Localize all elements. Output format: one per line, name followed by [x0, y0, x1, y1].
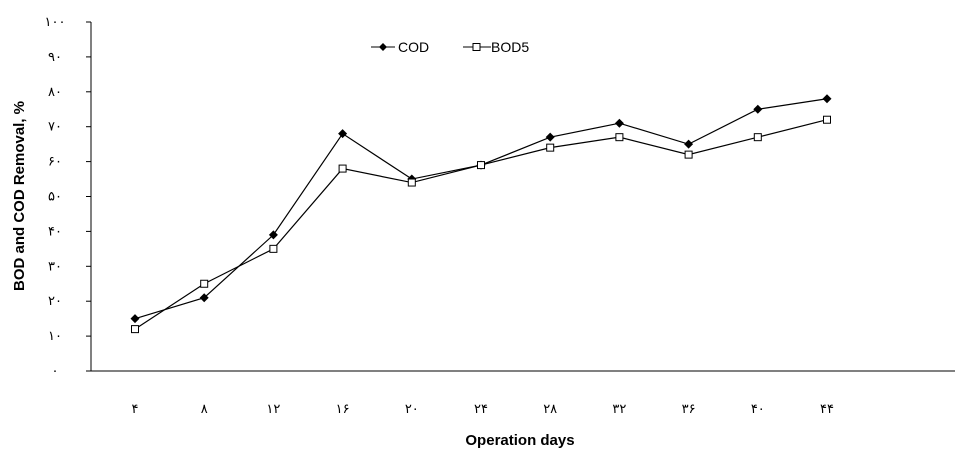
x-tick-label: ۳۲: [612, 402, 626, 417]
series-group: [130, 94, 832, 334]
data-point-bod5: [200, 279, 209, 288]
y-tick-label: ۸۰: [48, 85, 62, 100]
x-tick-label: ۴: [132, 402, 139, 417]
y-tick-label: ۶۰: [48, 155, 62, 170]
data-point-bod5: [546, 143, 555, 152]
y-axis-title: BOD and COD Removal, %: [11, 101, 28, 291]
x-axis-ticks: ۴ ۸ ۱۲ ۱۶ ۲۰ ۲۴ ۲۸ ۳۲ ۳۶ ۴۰ ۴۴: [132, 402, 834, 417]
data-point-bod5: [407, 178, 416, 187]
data-point-bod5: [753, 133, 762, 142]
x-tick-label: ۴۴: [820, 402, 834, 417]
data-point-bod5: [823, 115, 831, 124]
x-tick-label: ۲۴: [474, 402, 488, 417]
x-axis-title: Operation days: [465, 432, 574, 449]
series-line-bod5: [134, 119, 828, 330]
y-tick-label: ۳۰: [48, 259, 62, 274]
series-line-cod: [134, 98, 828, 320]
legend-cod-label: COD: [398, 39, 429, 55]
data-point-bod5: [615, 133, 624, 142]
data-point-bod5: [684, 150, 693, 159]
data-point-cod: [822, 94, 832, 104]
x-tick-label: ۱۶: [336, 402, 350, 417]
y-axis-ticks: ۰ ۱۰ ۲۰ ۳۰ ۴۰ ۵۰ ۶۰ ۷۰ ۸۰ ۹۰ ۱۰۰: [45, 15, 91, 379]
x-tick-label: ۲۰: [405, 402, 419, 417]
data-point-cod: [268, 230, 278, 240]
x-tick-label: ۴۰: [751, 402, 765, 417]
data-point-bod5: [131, 325, 139, 334]
y-tick-label: ۵۰: [48, 190, 62, 205]
y-tick-label: ۲۰: [48, 294, 62, 309]
x-tick-label: ۳۶: [682, 402, 696, 417]
y-tick-label: ۱۰۰: [45, 15, 66, 30]
data-point-bod5: [338, 164, 347, 173]
legend-bod5-square-marker: [472, 43, 481, 51]
y-tick-label: ۹۰: [48, 50, 62, 65]
legend: COD BOD5: [371, 39, 529, 55]
legend-bod5-label: BOD5: [491, 39, 529, 55]
x-tick-label: ۲۸: [543, 402, 557, 417]
data-point-cod: [199, 293, 209, 303]
data-point-cod: [614, 118, 624, 128]
x-tick-label: ۸: [201, 402, 208, 417]
legend-cod-diamond-marker: [379, 43, 387, 51]
data-point-cod: [684, 139, 694, 149]
y-tick-label: ۰: [52, 364, 59, 379]
data-point-cod: [545, 132, 555, 142]
y-tick-label: ۱۰: [48, 329, 62, 344]
data-point-cod: [753, 104, 763, 114]
y-tick-label: ۴۰: [48, 224, 62, 239]
data-point-cod: [338, 129, 348, 139]
y-tick-label: ۷۰: [48, 120, 62, 135]
data-point-cod: [130, 314, 140, 324]
x-tick-label: ۱۲: [266, 402, 280, 417]
data-point-bod5: [269, 244, 278, 253]
data-point-bod5: [477, 161, 485, 170]
